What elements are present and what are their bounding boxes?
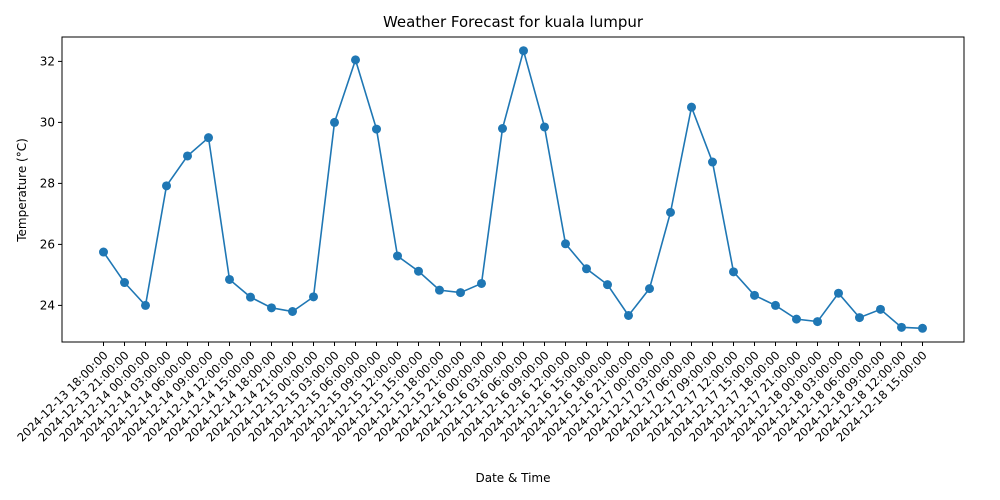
data-point [603, 280, 612, 290]
data-point [687, 102, 696, 112]
y-tick-label: 26 [40, 237, 55, 251]
data-point [561, 239, 570, 249]
data-point [540, 122, 549, 132]
x-axis-label: Date & Time [475, 471, 550, 485]
data-point [414, 266, 423, 276]
data-point [309, 292, 318, 302]
data-point [792, 314, 801, 324]
data-point [246, 292, 255, 302]
data-points [99, 46, 927, 333]
series-line [102, 47, 923, 330]
data-point [183, 151, 192, 161]
data-point [666, 207, 675, 217]
data-point [519, 46, 528, 56]
data-point [393, 251, 402, 261]
data-point [372, 124, 381, 134]
chart-title: Weather Forecast for kuala lumpur [383, 13, 644, 31]
data-point [162, 181, 171, 191]
plot-frame [61, 36, 965, 343]
y-axis: 24 26 28 30 32 [40, 54, 62, 312]
data-point [729, 267, 738, 277]
data-point [582, 264, 591, 274]
data-point [267, 303, 276, 313]
y-axis-label: Temperature (°C) [15, 138, 29, 243]
data-point [918, 323, 927, 333]
data-point [204, 133, 213, 143]
data-point [435, 285, 444, 295]
y-tick-label: 24 [40, 298, 55, 312]
data-point [120, 278, 129, 288]
data-point [141, 300, 150, 310]
data-point [498, 124, 507, 133]
data-point [855, 313, 864, 323]
data-point [99, 247, 108, 257]
data-point [834, 288, 843, 298]
data-point [897, 322, 906, 332]
data-point [750, 290, 759, 300]
data-point [813, 317, 822, 327]
data-point [876, 304, 885, 314]
data-point [645, 284, 654, 294]
data-point [288, 307, 297, 316]
data-point [330, 117, 339, 127]
data-point [771, 300, 780, 310]
data-point [351, 55, 360, 65]
y-tick-label: 28 [40, 176, 55, 190]
data-point [225, 274, 234, 284]
y-tick-label: 30 [40, 115, 55, 129]
data-point [477, 278, 486, 288]
y-tick-label: 32 [40, 54, 55, 68]
data-point [456, 288, 465, 298]
data-point [708, 157, 717, 167]
data-point [624, 310, 633, 320]
